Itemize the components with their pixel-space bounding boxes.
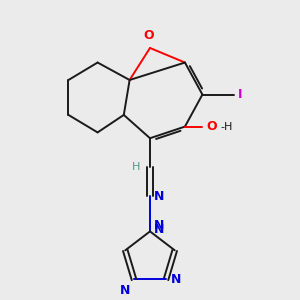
Text: -H: -H	[220, 122, 233, 132]
Text: H: H	[131, 162, 140, 172]
Text: N: N	[171, 273, 182, 286]
Text: O: O	[143, 29, 154, 42]
Text: N: N	[120, 284, 130, 297]
Text: N: N	[154, 224, 164, 236]
Text: N: N	[154, 190, 165, 203]
Text: I: I	[238, 88, 242, 101]
Text: N: N	[154, 219, 165, 232]
Text: O: O	[206, 120, 217, 133]
